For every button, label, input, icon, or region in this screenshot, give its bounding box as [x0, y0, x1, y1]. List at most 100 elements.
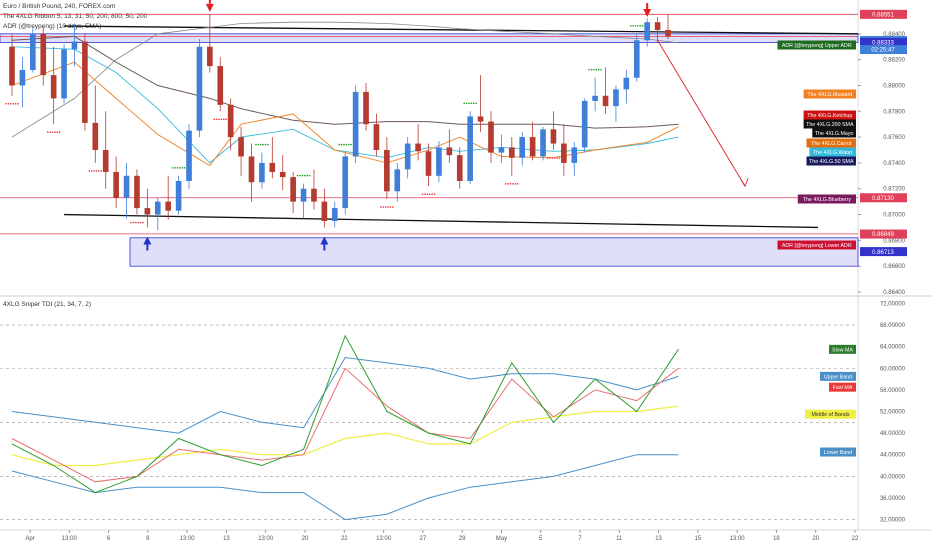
upper-adr-box	[0, 33, 859, 43]
red-signal-dot	[387, 206, 389, 208]
price-label-badge	[860, 37, 907, 47]
ma-label-text: The 4XLG.50 SMA	[809, 159, 854, 165]
tdi-tick-label: 68.00000	[880, 323, 906, 329]
green-signal-dot	[463, 102, 465, 105]
red-signal-dot	[46, 131, 49, 133]
red-signal-dot	[10, 102, 12, 105]
candle-body	[633, 40, 640, 78]
candle-body	[175, 180, 182, 211]
red-signal-dot	[505, 183, 507, 185]
candle-body	[290, 177, 296, 202]
green-signal-dot	[262, 143, 264, 146]
candle-body	[456, 155, 463, 181]
green-signal-dot	[632, 25, 634, 27]
tdi-tick-label: 56.00000	[880, 388, 906, 394]
red-signal-dot	[384, 206, 387, 208]
red-signal-dot	[517, 183, 519, 185]
time-tick-label: 5	[539, 536, 543, 542]
ma-ribbon-title: The 4XLG Ribbon 5, 13, 31, 50, 200, 800,…	[3, 13, 148, 20]
tdi-tick-label: 60.00000	[880, 366, 906, 372]
candle-body	[342, 156, 349, 209]
green-signal-dot	[181, 167, 184, 169]
red-signal-dot	[215, 118, 218, 121]
candle-body	[50, 75, 57, 99]
red-signal-dot	[95, 170, 98, 172]
candle-body	[384, 150, 390, 192]
red-signal-dot	[49, 131, 51, 133]
red-signal-dot	[90, 170, 93, 172]
green-signal-dot	[255, 143, 257, 146]
buy-arrow-shaft	[146, 244, 149, 251]
red-signal-dot	[17, 102, 19, 105]
candle-body	[665, 29, 671, 37]
candle-body	[269, 162, 276, 172]
red-signal-dot	[134, 221, 137, 224]
ma-label-text: The 4XLG.Mayo	[815, 131, 854, 137]
candle-body	[425, 151, 432, 176]
candle-body	[508, 147, 515, 158]
tdi-tick-label: 72.00000	[880, 301, 906, 307]
red-signal-dot	[421, 193, 424, 195]
green-signal-dot	[299, 174, 301, 177]
red-signal-dot	[225, 118, 228, 121]
candle-body	[207, 46, 213, 67]
red-signal-dot	[556, 157, 558, 159]
red-signal-dot	[98, 170, 100, 172]
sell-arrow-icon	[205, 3, 214, 12]
red-signal-dot	[220, 118, 223, 121]
green-signal-dot	[306, 174, 308, 177]
green-signal-dot	[264, 143, 267, 146]
buy-arrow-icon	[320, 236, 329, 245]
tdi-tick-label: 64.00000	[880, 345, 906, 351]
countdown-text: 02:25:47	[871, 48, 895, 54]
price-label-text: 0.87130	[872, 196, 894, 202]
candle-body	[415, 143, 421, 152]
candle-body	[134, 175, 140, 209]
candle-body	[102, 150, 109, 172]
green-signal-dot	[637, 25, 639, 27]
candle-body	[571, 147, 578, 163]
green-signal-dot	[345, 143, 348, 146]
candle-body	[436, 147, 442, 176]
countdown-badge	[860, 45, 907, 55]
time-tick-label: 11	[616, 536, 623, 542]
candle-body	[196, 46, 203, 131]
price-tick-label: 0.88200	[883, 58, 905, 64]
candle-body	[238, 137, 244, 157]
price-label-text: 0.88551	[872, 13, 894, 19]
water-ma-line	[11, 46, 679, 164]
red-signal-dot	[93, 170, 95, 172]
ma-label-badge	[806, 138, 856, 148]
candle-body	[9, 46, 15, 86]
sma200-line	[11, 35, 679, 129]
candle-body	[227, 104, 234, 138]
buy-arrow-icon	[143, 236, 152, 245]
red-signal-dot	[428, 193, 431, 195]
red-signal-dot	[51, 131, 54, 133]
ma-label-text: The 4XLG.Ketchup	[807, 113, 852, 119]
price-label-badge	[860, 9, 907, 19]
candle-body	[144, 208, 151, 215]
candle-body	[61, 49, 67, 99]
buy-arrow-shaft	[323, 244, 326, 251]
candle-body	[561, 143, 567, 163]
green-signal-dot	[343, 143, 345, 146]
time-tick-label: 13:00	[376, 536, 392, 542]
red-signal-dot	[14, 102, 17, 105]
candle-body	[331, 208, 338, 221]
candle-body	[404, 143, 411, 170]
time-tick-label: 13:00	[62, 536, 78, 542]
green-signal-dot	[176, 167, 179, 169]
ma-label-text: The 4XLG.Water	[813, 150, 853, 156]
price-tick-label: 0.86600	[883, 264, 905, 270]
candle-body	[248, 156, 255, 183]
red-signal-dot	[130, 221, 132, 224]
time-tick-label: 13	[223, 536, 230, 542]
candle-body	[82, 41, 88, 123]
time-tick-label: 13:00	[180, 536, 196, 542]
carrot-ma-line	[11, 61, 679, 167]
candle-body	[154, 201, 161, 215]
green-signal-dot	[179, 167, 181, 169]
tdi-series-badge	[829, 344, 856, 354]
